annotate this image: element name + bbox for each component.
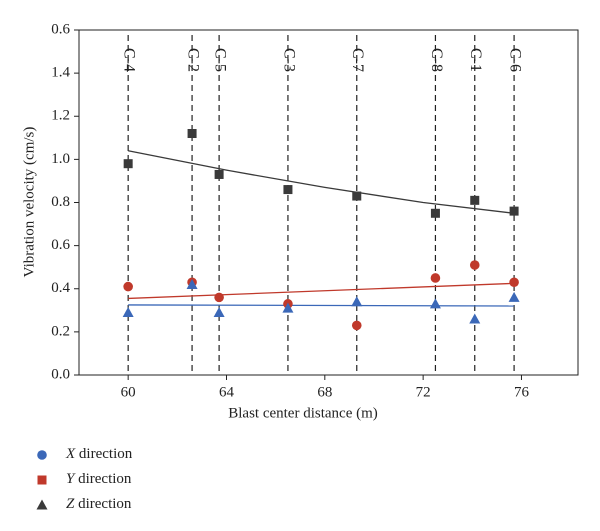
y-tick-label: 0.8 [51, 194, 70, 210]
x-tick-label: 64 [219, 384, 235, 400]
point [430, 273, 441, 283]
fit-line [128, 304, 515, 307]
legend-label: X direction [65, 446, 133, 462]
legend-marker [37, 450, 47, 460]
point [509, 277, 519, 288]
point [214, 169, 224, 179]
legend-marker [37, 475, 47, 485]
legend-label: Z direction [66, 496, 132, 512]
y-tick-label: 1.4 [51, 65, 70, 81]
y-tick-label: 1.2 [51, 108, 70, 124]
x-tick-label: 76 [514, 384, 530, 400]
point [122, 306, 134, 317]
fit-line [128, 150, 515, 214]
point-label: C-4 [120, 48, 137, 72]
y-tick-label: 0.6 [51, 237, 70, 253]
point [352, 191, 362, 201]
legend-marker [36, 499, 48, 510]
point [429, 298, 441, 309]
point [123, 159, 133, 169]
y-tick-label: 0.0 [51, 366, 70, 382]
plot-frame [78, 29, 579, 376]
x-tick-label: 68 [317, 384, 332, 400]
point [351, 296, 363, 307]
point [509, 206, 519, 216]
point [214, 292, 224, 303]
y-tick-label: 0.2 [51, 323, 70, 339]
y-axis-title: Vibration velocity (cm/s) [21, 127, 37, 278]
point-label: C-3 [280, 48, 297, 72]
point [508, 291, 520, 302]
point [123, 281, 133, 292]
x-axis-title: Blast center distance (m) [228, 405, 378, 421]
point-label: C-5 [211, 48, 228, 72]
point [282, 302, 294, 313]
y-tick-label: 1.0 [51, 151, 70, 167]
point-label: C-2 [184, 48, 201, 72]
point-label: C-6 [506, 48, 523, 72]
point [187, 129, 197, 138]
point [469, 313, 481, 324]
point [430, 208, 440, 218]
point-label: C-8 [428, 48, 445, 72]
point [470, 195, 480, 205]
point-label: C-1 [467, 48, 484, 72]
x-tick-label: 60 [121, 384, 136, 400]
point [283, 185, 293, 195]
y-tick-label: 0.6 [51, 21, 70, 37]
x-tick-label: 72 [416, 384, 431, 400]
point [351, 320, 362, 331]
point-label: C-7 [349, 48, 366, 72]
y-tick-label: 0.4 [51, 280, 70, 296]
legend-label: Y direction [66, 471, 132, 487]
point [469, 260, 480, 270]
point [213, 306, 225, 317]
point [186, 278, 198, 289]
fit-line [128, 282, 515, 300]
